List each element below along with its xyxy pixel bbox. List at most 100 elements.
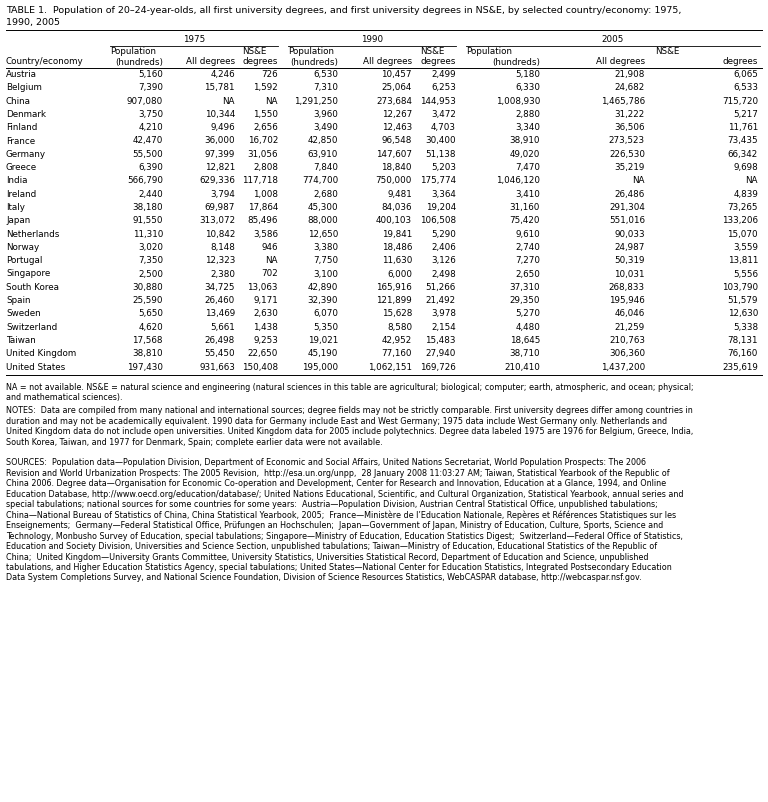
Text: 2,880: 2,880 bbox=[515, 110, 540, 119]
Text: 117,718: 117,718 bbox=[242, 176, 278, 185]
Text: Norway: Norway bbox=[6, 242, 39, 252]
Text: 15,070: 15,070 bbox=[727, 229, 758, 238]
Text: NS&E: NS&E bbox=[242, 47, 266, 56]
Text: (hundreds): (hundreds) bbox=[290, 58, 338, 67]
Text: Denmark: Denmark bbox=[6, 110, 46, 119]
Text: 7,750: 7,750 bbox=[313, 256, 338, 265]
Text: 197,430: 197,430 bbox=[127, 363, 163, 371]
Text: 75,420: 75,420 bbox=[509, 216, 540, 225]
Text: 12,650: 12,650 bbox=[308, 229, 338, 238]
Text: 629,336: 629,336 bbox=[199, 176, 235, 185]
Text: 6,065: 6,065 bbox=[733, 70, 758, 79]
Text: Switzerland: Switzerland bbox=[6, 322, 58, 331]
Text: degrees: degrees bbox=[421, 58, 456, 67]
Text: 42,890: 42,890 bbox=[308, 282, 338, 291]
Text: 49,020: 49,020 bbox=[510, 150, 540, 159]
Text: 9,496: 9,496 bbox=[210, 123, 235, 132]
Text: 26,498: 26,498 bbox=[205, 335, 235, 345]
Text: 1,550: 1,550 bbox=[253, 110, 278, 119]
Text: 32,390: 32,390 bbox=[307, 296, 338, 305]
Text: 46,046: 46,046 bbox=[614, 309, 645, 318]
Text: Portugal: Portugal bbox=[6, 256, 42, 265]
Text: 7,840: 7,840 bbox=[313, 163, 338, 172]
Text: 73,435: 73,435 bbox=[727, 136, 758, 145]
Text: 30,880: 30,880 bbox=[132, 282, 163, 291]
Text: 38,180: 38,180 bbox=[132, 203, 163, 212]
Text: 273,523: 273,523 bbox=[609, 136, 645, 145]
Text: degrees: degrees bbox=[243, 58, 278, 67]
Text: 7,390: 7,390 bbox=[138, 83, 163, 92]
Text: 3,559: 3,559 bbox=[733, 242, 758, 252]
Text: 313,072: 313,072 bbox=[199, 216, 235, 225]
Text: 7,350: 7,350 bbox=[138, 256, 163, 265]
Text: 946: 946 bbox=[261, 242, 278, 252]
Text: China: China bbox=[6, 96, 31, 106]
Text: Netherlands: Netherlands bbox=[6, 229, 59, 238]
Text: 18,840: 18,840 bbox=[382, 163, 412, 172]
Text: 5,338: 5,338 bbox=[733, 322, 758, 331]
Text: 5,350: 5,350 bbox=[313, 322, 338, 331]
Text: Sweden: Sweden bbox=[6, 309, 41, 318]
Text: 1,046,120: 1,046,120 bbox=[496, 176, 540, 185]
Text: 34,725: 34,725 bbox=[204, 282, 235, 291]
Text: NS&E: NS&E bbox=[420, 47, 445, 56]
Text: 306,360: 306,360 bbox=[609, 349, 645, 358]
Text: 2,740: 2,740 bbox=[515, 242, 540, 252]
Text: 3,978: 3,978 bbox=[431, 309, 456, 318]
Text: 19,021: 19,021 bbox=[308, 335, 338, 345]
Text: 9,253: 9,253 bbox=[253, 335, 278, 345]
Text: (hundreds): (hundreds) bbox=[115, 58, 163, 67]
Text: India: India bbox=[6, 176, 28, 185]
Text: 2005: 2005 bbox=[602, 35, 624, 44]
Text: 291,304: 291,304 bbox=[609, 203, 645, 212]
Text: 2,656: 2,656 bbox=[253, 123, 278, 132]
Text: 5,556: 5,556 bbox=[733, 269, 758, 278]
Text: 63,910: 63,910 bbox=[308, 150, 338, 159]
Text: 26,460: 26,460 bbox=[205, 296, 235, 305]
Text: 12,821: 12,821 bbox=[205, 163, 235, 172]
Text: 7,470: 7,470 bbox=[515, 163, 540, 172]
Text: 4,703: 4,703 bbox=[431, 123, 456, 132]
Text: NA: NA bbox=[266, 256, 278, 265]
Text: 3,410: 3,410 bbox=[515, 189, 540, 198]
Text: NS&E: NS&E bbox=[655, 47, 680, 56]
Text: 1975: 1975 bbox=[183, 35, 205, 44]
Text: 11,310: 11,310 bbox=[133, 229, 163, 238]
Text: 6,253: 6,253 bbox=[431, 83, 456, 92]
Text: 90,033: 90,033 bbox=[614, 229, 645, 238]
Text: 10,842: 10,842 bbox=[204, 229, 235, 238]
Text: 36,506: 36,506 bbox=[614, 123, 645, 132]
Text: 3,020: 3,020 bbox=[138, 242, 163, 252]
Text: 35,219: 35,219 bbox=[614, 163, 645, 172]
Text: 1,465,786: 1,465,786 bbox=[601, 96, 645, 106]
Text: 1,291,250: 1,291,250 bbox=[294, 96, 338, 106]
Text: 42,850: 42,850 bbox=[307, 136, 338, 145]
Text: 22,650: 22,650 bbox=[247, 349, 278, 358]
Text: 3,100: 3,100 bbox=[313, 269, 338, 278]
Text: 12,463: 12,463 bbox=[382, 123, 412, 132]
Text: 3,794: 3,794 bbox=[210, 189, 235, 198]
Text: Finland: Finland bbox=[6, 123, 38, 132]
Text: 69,987: 69,987 bbox=[204, 203, 235, 212]
Text: 96,548: 96,548 bbox=[382, 136, 412, 145]
Text: 24,682: 24,682 bbox=[614, 83, 645, 92]
Text: 51,579: 51,579 bbox=[727, 296, 758, 305]
Text: 50,319: 50,319 bbox=[614, 256, 645, 265]
Text: 38,710: 38,710 bbox=[509, 349, 540, 358]
Text: 907,080: 907,080 bbox=[127, 96, 163, 106]
Text: 3,490: 3,490 bbox=[313, 123, 338, 132]
Text: 4,246: 4,246 bbox=[210, 70, 235, 79]
Text: Ireland: Ireland bbox=[6, 189, 36, 198]
Text: 226,530: 226,530 bbox=[609, 150, 645, 159]
Text: 51,266: 51,266 bbox=[425, 282, 456, 291]
Text: 144,953: 144,953 bbox=[420, 96, 456, 106]
Text: NA: NA bbox=[633, 176, 645, 185]
Text: 2,630: 2,630 bbox=[253, 309, 278, 318]
Text: 78,131: 78,131 bbox=[727, 335, 758, 345]
Text: 31,160: 31,160 bbox=[510, 203, 540, 212]
Text: 566,790: 566,790 bbox=[127, 176, 163, 185]
Text: 12,267: 12,267 bbox=[382, 110, 412, 119]
Text: Population: Population bbox=[110, 47, 156, 56]
Text: NOTES:  Data are compiled from many national and international sources; degree f: NOTES: Data are compiled from many natio… bbox=[6, 406, 694, 446]
Text: NA: NA bbox=[223, 96, 235, 106]
